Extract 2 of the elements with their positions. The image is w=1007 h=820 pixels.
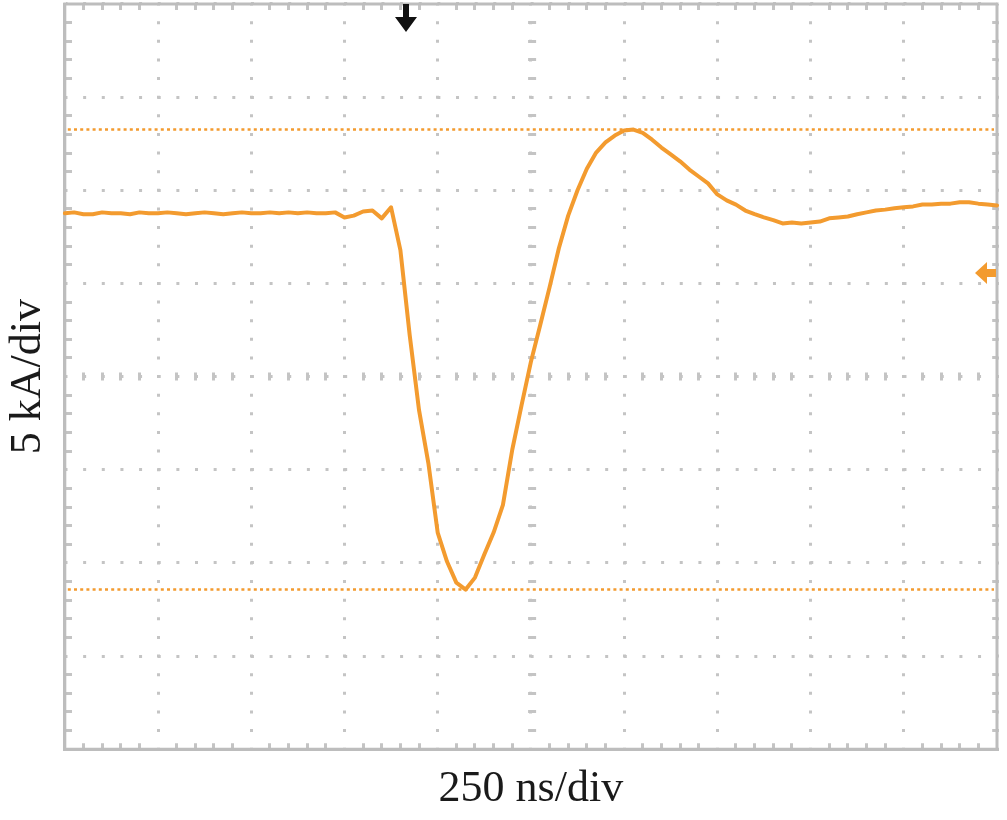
x-axis-title: 250 ns/div bbox=[438, 762, 624, 812]
y-axis-title: 5 kA/div bbox=[0, 298, 50, 455]
